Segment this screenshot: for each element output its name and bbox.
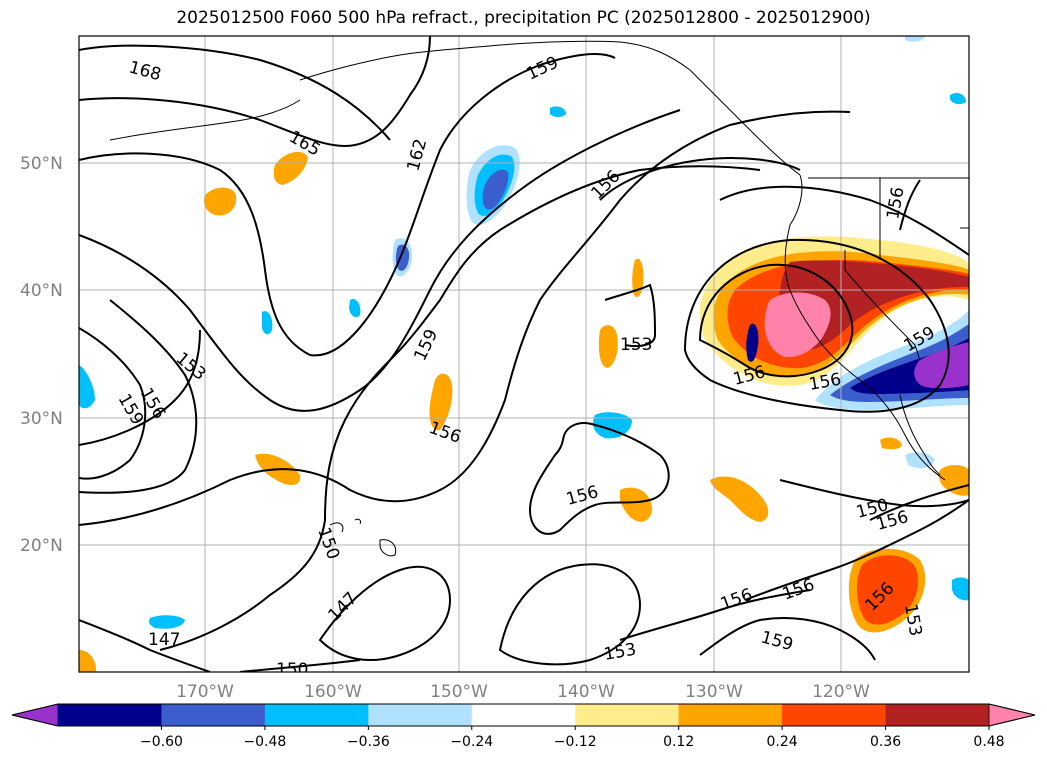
contour-label: 156: [587, 166, 624, 203]
contour-label: 153: [620, 335, 652, 355]
colorbar-tick-label: 0.48: [973, 734, 1004, 750]
colorbar-tick-label: 0.24: [767, 734, 798, 750]
map-title: 2025012500 F060 500 hPa refract., precip…: [176, 8, 871, 28]
longitude-labels: 170°W 160°W 150°W 140°W 130°W 120°W: [176, 682, 870, 702]
contour-label: 156: [780, 575, 817, 605]
colorbar-bin: [58, 704, 162, 726]
colorbar-tick-label: −0.12: [554, 734, 597, 750]
colorbar: −0.60 −0.48 −0.36 −0.24 −0.12 0.12 0.24 0.36 0.4…: [11, 703, 1036, 750]
contour-label: 156: [426, 418, 463, 448]
lat-label-20n: 20°N: [20, 536, 63, 556]
contour-label: 153: [900, 602, 925, 637]
precip-shading: [79, 36, 969, 672]
colorbar-extend-max: [988, 703, 1036, 727]
contour-label: 162: [404, 137, 432, 174]
colorbar-outline: [11, 703, 1036, 727]
colorbar-bin: [161, 704, 266, 726]
lon-label-120w: 120°W: [812, 682, 870, 702]
contour-label: 168: [127, 58, 164, 86]
contour-label: 147: [148, 630, 180, 650]
contour-label: 150: [276, 660, 308, 680]
graticule: [79, 36, 969, 672]
contour-label: 150: [313, 525, 343, 562]
lat-label-40n: 40°N: [20, 281, 63, 301]
contour-label: 159: [759, 628, 796, 656]
colorbar-bin: [575, 704, 680, 726]
contour-label: 153: [172, 349, 210, 385]
contour-label: 159: [524, 53, 562, 85]
colorbar-extend-min: [11, 703, 59, 727]
coastlines: [109, 40, 969, 557]
colorbar-tick-label: −0.60: [140, 734, 183, 750]
contour-label: 147: [324, 588, 361, 625]
colorbar-bin: [885, 704, 990, 726]
colorbar-bin: [678, 704, 783, 726]
colorbar-tick-label: −0.24: [450, 734, 493, 750]
lon-label-160w: 160°W: [304, 682, 362, 702]
lon-label-130w: 130°W: [685, 682, 743, 702]
colorbar-bin: [368, 704, 473, 726]
colorbar-tick-label: −0.36: [347, 734, 390, 750]
latitude-labels: 50°N 40°N 30°N 20°N: [20, 154, 63, 556]
colorbar-tick-label: 0.12: [663, 734, 694, 750]
refractivity-contours: [79, 36, 969, 672]
lon-label-150w: 150°W: [430, 682, 488, 702]
colorbar-tick-label: 0.36: [870, 734, 901, 750]
lat-label-50n: 50°N: [20, 154, 63, 174]
lon-label-170w: 170°W: [176, 682, 234, 702]
lon-label-140w: 140°W: [557, 682, 615, 702]
lat-label-30n: 30°N: [20, 409, 63, 429]
colorbar-tick-label: −0.48: [243, 734, 286, 750]
contour-label: 153: [602, 640, 637, 665]
map-area: 168 165 162 159 156 156 153 159 156 159 …: [79, 36, 969, 680]
colorbar-bin: [782, 704, 887, 726]
colorbar-bin: [471, 704, 576, 726]
colorbar-bin: [264, 704, 369, 726]
contour-label: 156: [718, 585, 755, 615]
map-frame: [78, 35, 970, 673]
